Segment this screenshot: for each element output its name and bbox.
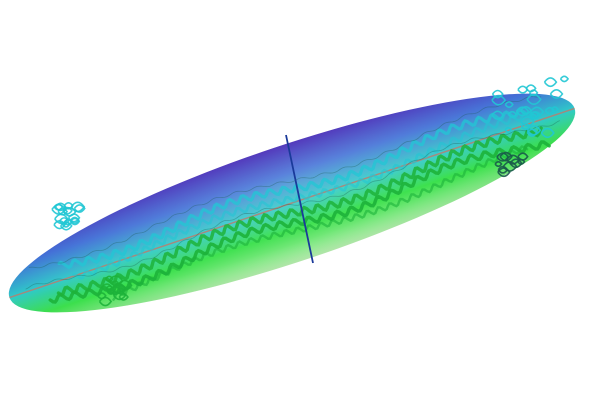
cap-structure-left-cyan bbox=[51, 201, 86, 231]
cap-structure-left-green bbox=[97, 275, 133, 307]
cap-structure-right-cyan bbox=[491, 75, 570, 139]
minor-axis-line bbox=[285, 134, 314, 264]
cyan-helix-mid bbox=[72, 112, 533, 280]
protein-ribbons bbox=[25, 96, 560, 304]
green-helix-lower bbox=[48, 140, 551, 304]
green-helix-upper bbox=[56, 126, 543, 297]
protein-end-structures bbox=[51, 75, 570, 307]
cap-structure-right-dark bbox=[494, 151, 529, 178]
backbone-trace-2 bbox=[28, 96, 542, 269]
cyan-helix-upper bbox=[57, 108, 528, 270]
major-axis-line bbox=[9, 107, 575, 299]
green-helix-bottom bbox=[112, 145, 529, 301]
backbone-trace-1 bbox=[25, 120, 560, 290]
